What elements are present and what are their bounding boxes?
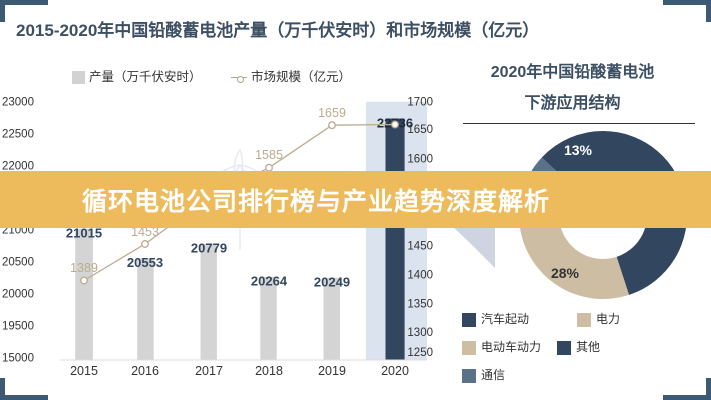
svg-text:28%: 28%	[551, 265, 580, 281]
svg-text:15000: 15000	[2, 353, 34, 365]
svg-text:20264: 20264	[251, 274, 288, 289]
svg-text:20553: 20553	[127, 255, 163, 270]
svg-text:20249: 20249	[314, 275, 350, 290]
svg-text:13%: 13%	[564, 142, 593, 158]
svg-text:2020: 2020	[381, 364, 409, 378]
svg-text:2017: 2017	[195, 364, 223, 378]
svg-text:1659: 1659	[318, 106, 346, 120]
svg-text:1450: 1450	[407, 241, 433, 253]
svg-text:1650: 1650	[407, 124, 433, 136]
svg-text:22500: 22500	[2, 129, 34, 141]
svg-text:23000: 23000	[2, 97, 34, 109]
svg-text:1700: 1700	[407, 97, 433, 109]
svg-text:1400: 1400	[407, 269, 433, 281]
svg-text:20779: 20779	[191, 241, 227, 256]
svg-text:1300: 1300	[407, 327, 433, 339]
svg-text:19500: 19500	[2, 321, 34, 333]
svg-text:1389: 1389	[70, 261, 98, 275]
svg-text:20500: 20500	[2, 257, 34, 269]
svg-text:2016: 2016	[131, 364, 159, 378]
svg-text:2015: 2015	[70, 364, 98, 378]
svg-text:1600: 1600	[407, 153, 433, 165]
svg-text:1350: 1350	[407, 298, 433, 310]
svg-text:20000: 20000	[2, 289, 34, 301]
svg-text:2019: 2019	[318, 364, 346, 378]
svg-text:1250: 1250	[407, 347, 433, 359]
svg-text:2018: 2018	[255, 364, 283, 378]
svg-text:1585: 1585	[255, 148, 283, 162]
